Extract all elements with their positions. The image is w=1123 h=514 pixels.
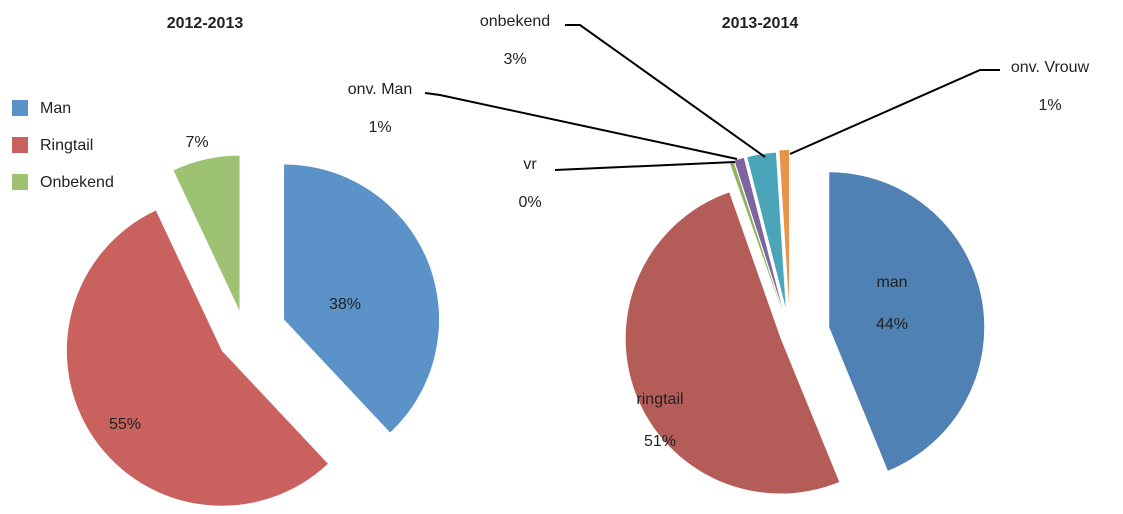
pie-slice [747,152,786,308]
data-label: 44% [876,316,908,333]
data-label: 3% [503,51,526,68]
slice-name-label: vr [523,156,537,173]
data-label: 1% [1038,97,1061,114]
legend-label: Ringtail [40,137,93,154]
legend-swatch [12,137,28,153]
pie-slice [284,164,440,433]
leader-line [565,24,766,158]
slice-name-label: ringtail [636,391,683,408]
data-label: 1% [368,119,391,136]
pie-slice [729,160,782,309]
pie-slice [66,210,328,506]
data-label: 0% [518,194,541,211]
chart-title: 2013-2014 [722,15,799,32]
leader-line [789,69,1000,155]
slice-name-label: onbekend [480,13,550,30]
pie-slice [173,155,240,311]
pie-slice [734,157,783,309]
leader-line [424,92,738,160]
leader-line [554,161,736,171]
pie-slice [625,192,840,494]
legend-label: Onbekend [40,174,114,191]
data-label: 51% [644,433,676,450]
data-label: 55% [109,416,141,433]
chart-title: 2012-2013 [167,15,244,32]
legend-swatch [12,100,28,116]
data-label: 38% [329,296,361,313]
slice-name-label: onv. Vrouw [1011,59,1090,76]
data-label: 7% [185,134,208,151]
legend-swatch [12,174,28,190]
legend-label: Man [40,100,71,117]
pie-slice [829,172,985,471]
slice-name-label: man [876,274,907,291]
slice-name-label: onv. Man [348,81,413,98]
pie-slice [779,150,790,306]
